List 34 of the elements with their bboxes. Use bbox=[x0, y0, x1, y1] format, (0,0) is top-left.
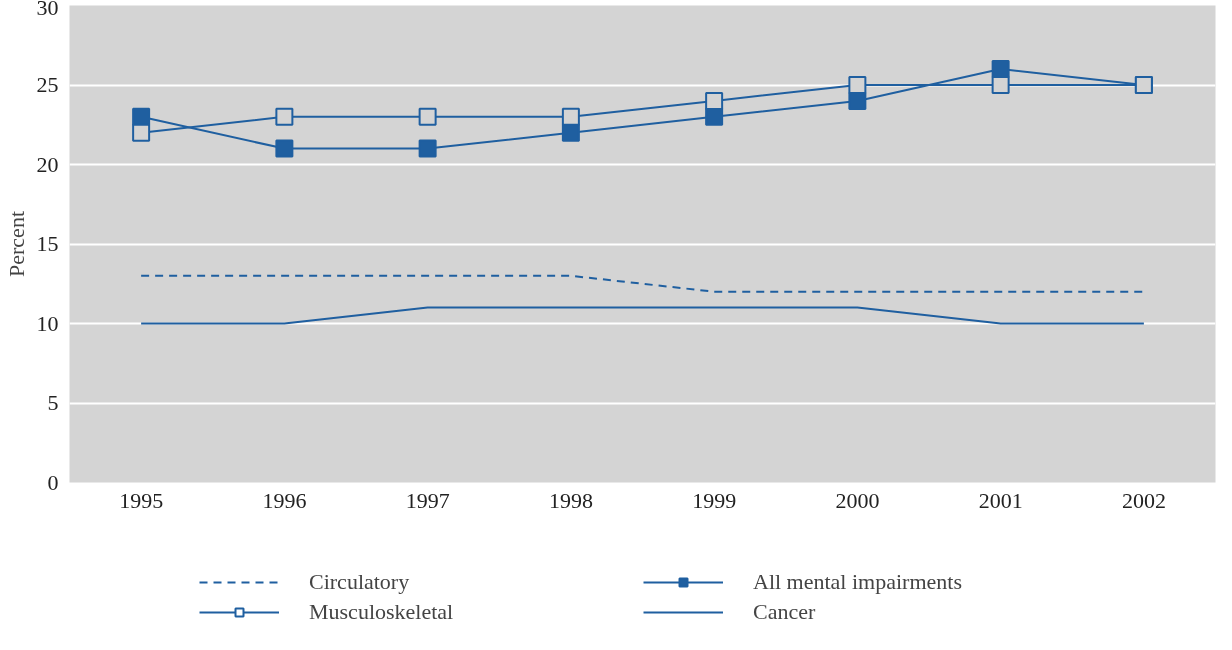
point bbox=[561, 107, 580, 126]
point bbox=[991, 60, 1010, 79]
x-tick-label: 1999 bbox=[692, 487, 737, 513]
legend-label: Musculoskeletal bbox=[309, 599, 455, 625]
x-tick-label: 1995 bbox=[119, 487, 164, 513]
point bbox=[275, 139, 294, 158]
legend-label: Cancer bbox=[753, 599, 817, 625]
point bbox=[561, 123, 580, 142]
x-tick-label: 1998 bbox=[548, 487, 593, 513]
x-tick-label: 2001 bbox=[978, 487, 1023, 513]
point bbox=[418, 139, 437, 158]
x-tick-label: 2002 bbox=[1121, 487, 1166, 513]
legend-label: All mental impairments bbox=[753, 569, 963, 595]
y-tick-label: 5 bbox=[47, 390, 59, 415]
y-tick-label: 25 bbox=[36, 72, 59, 97]
y-tick-label: 0 bbox=[47, 469, 59, 495]
x-tick-label: 1996 bbox=[262, 487, 307, 513]
y-tick-label: 15 bbox=[36, 231, 59, 256]
point bbox=[275, 107, 294, 126]
point bbox=[848, 76, 867, 94]
point bbox=[705, 107, 724, 126]
point bbox=[991, 76, 1010, 94]
y-tick-label: 20 bbox=[36, 151, 59, 177]
y-tick-label: 10 bbox=[36, 310, 59, 336]
y-axis-title: Percent bbox=[3, 211, 29, 277]
point bbox=[418, 107, 437, 126]
point bbox=[705, 91, 724, 110]
y-tick-label: 30 bbox=[36, 0, 59, 20]
legend-label: Circulatory bbox=[309, 569, 411, 595]
point bbox=[848, 91, 867, 110]
x-tick-label: 2000 bbox=[835, 487, 880, 513]
point bbox=[132, 107, 151, 126]
point bbox=[132, 123, 151, 142]
x-tick-label: 1997 bbox=[405, 487, 450, 513]
